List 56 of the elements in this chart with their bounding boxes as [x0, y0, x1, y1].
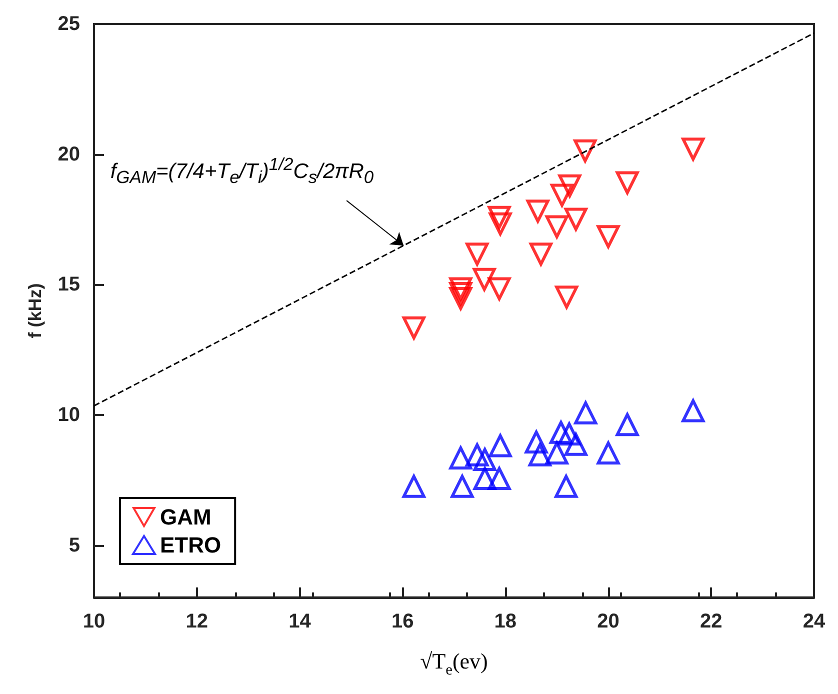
point — [558, 174, 582, 198]
point — [596, 225, 620, 248]
y-tick-label: 25 — [58, 13, 80, 35]
point — [564, 208, 588, 231]
point — [564, 432, 588, 456]
x-tick-label: 22 — [700, 610, 722, 632]
x-tick-label: 10 — [82, 610, 106, 632]
point — [449, 282, 472, 305]
point — [574, 139, 597, 162]
x-tick-label: 12 — [186, 610, 208, 632]
x-tick-label: 18 — [494, 610, 517, 632]
point — [529, 242, 552, 266]
point — [554, 474, 578, 498]
point — [472, 268, 496, 291]
point — [558, 422, 581, 446]
point — [449, 277, 472, 300]
legend-label: ETRO — [160, 532, 222, 558]
x-tick-label: 16 — [391, 610, 414, 632]
point — [466, 242, 489, 266]
point — [574, 401, 598, 424]
point — [545, 215, 568, 238]
point — [545, 442, 568, 465]
point — [402, 316, 426, 340]
point — [488, 434, 512, 458]
text: f$_{GAM}$=(7/4+T$_{e}$/T$_{i}$)$^{1/2}$C$_{s}$/2πR$_{0}$ — [110, 154, 374, 187]
point — [682, 138, 705, 161]
point — [526, 200, 550, 223]
point — [528, 443, 552, 466]
point — [549, 420, 572, 444]
point — [488, 212, 512, 236]
y-tick-label: 20 — [58, 143, 80, 166]
point — [473, 467, 496, 490]
point — [682, 399, 705, 422]
point — [488, 277, 511, 300]
point — [524, 430, 548, 454]
y-tick-label: 15 — [58, 274, 80, 296]
point — [488, 467, 511, 490]
point — [616, 171, 639, 194]
point — [450, 474, 474, 498]
point — [402, 474, 426, 498]
point — [550, 184, 574, 207]
x-tick-label: 20 — [597, 610, 620, 632]
point — [596, 442, 620, 465]
x-tick-label: 14 — [288, 610, 312, 632]
point — [449, 286, 472, 310]
point — [473, 448, 496, 472]
point — [449, 446, 472, 470]
y-tick-label: 10 — [58, 404, 80, 426]
point — [488, 206, 511, 229]
point — [616, 413, 639, 436]
point — [466, 443, 489, 466]
point — [555, 286, 578, 309]
y-tick-label: 5 — [68, 534, 80, 556]
y-axis-title: f (kHz) — [25, 283, 45, 338]
x-tick-label: 24 — [802, 610, 826, 632]
legend-label: GAM — [160, 504, 212, 530]
